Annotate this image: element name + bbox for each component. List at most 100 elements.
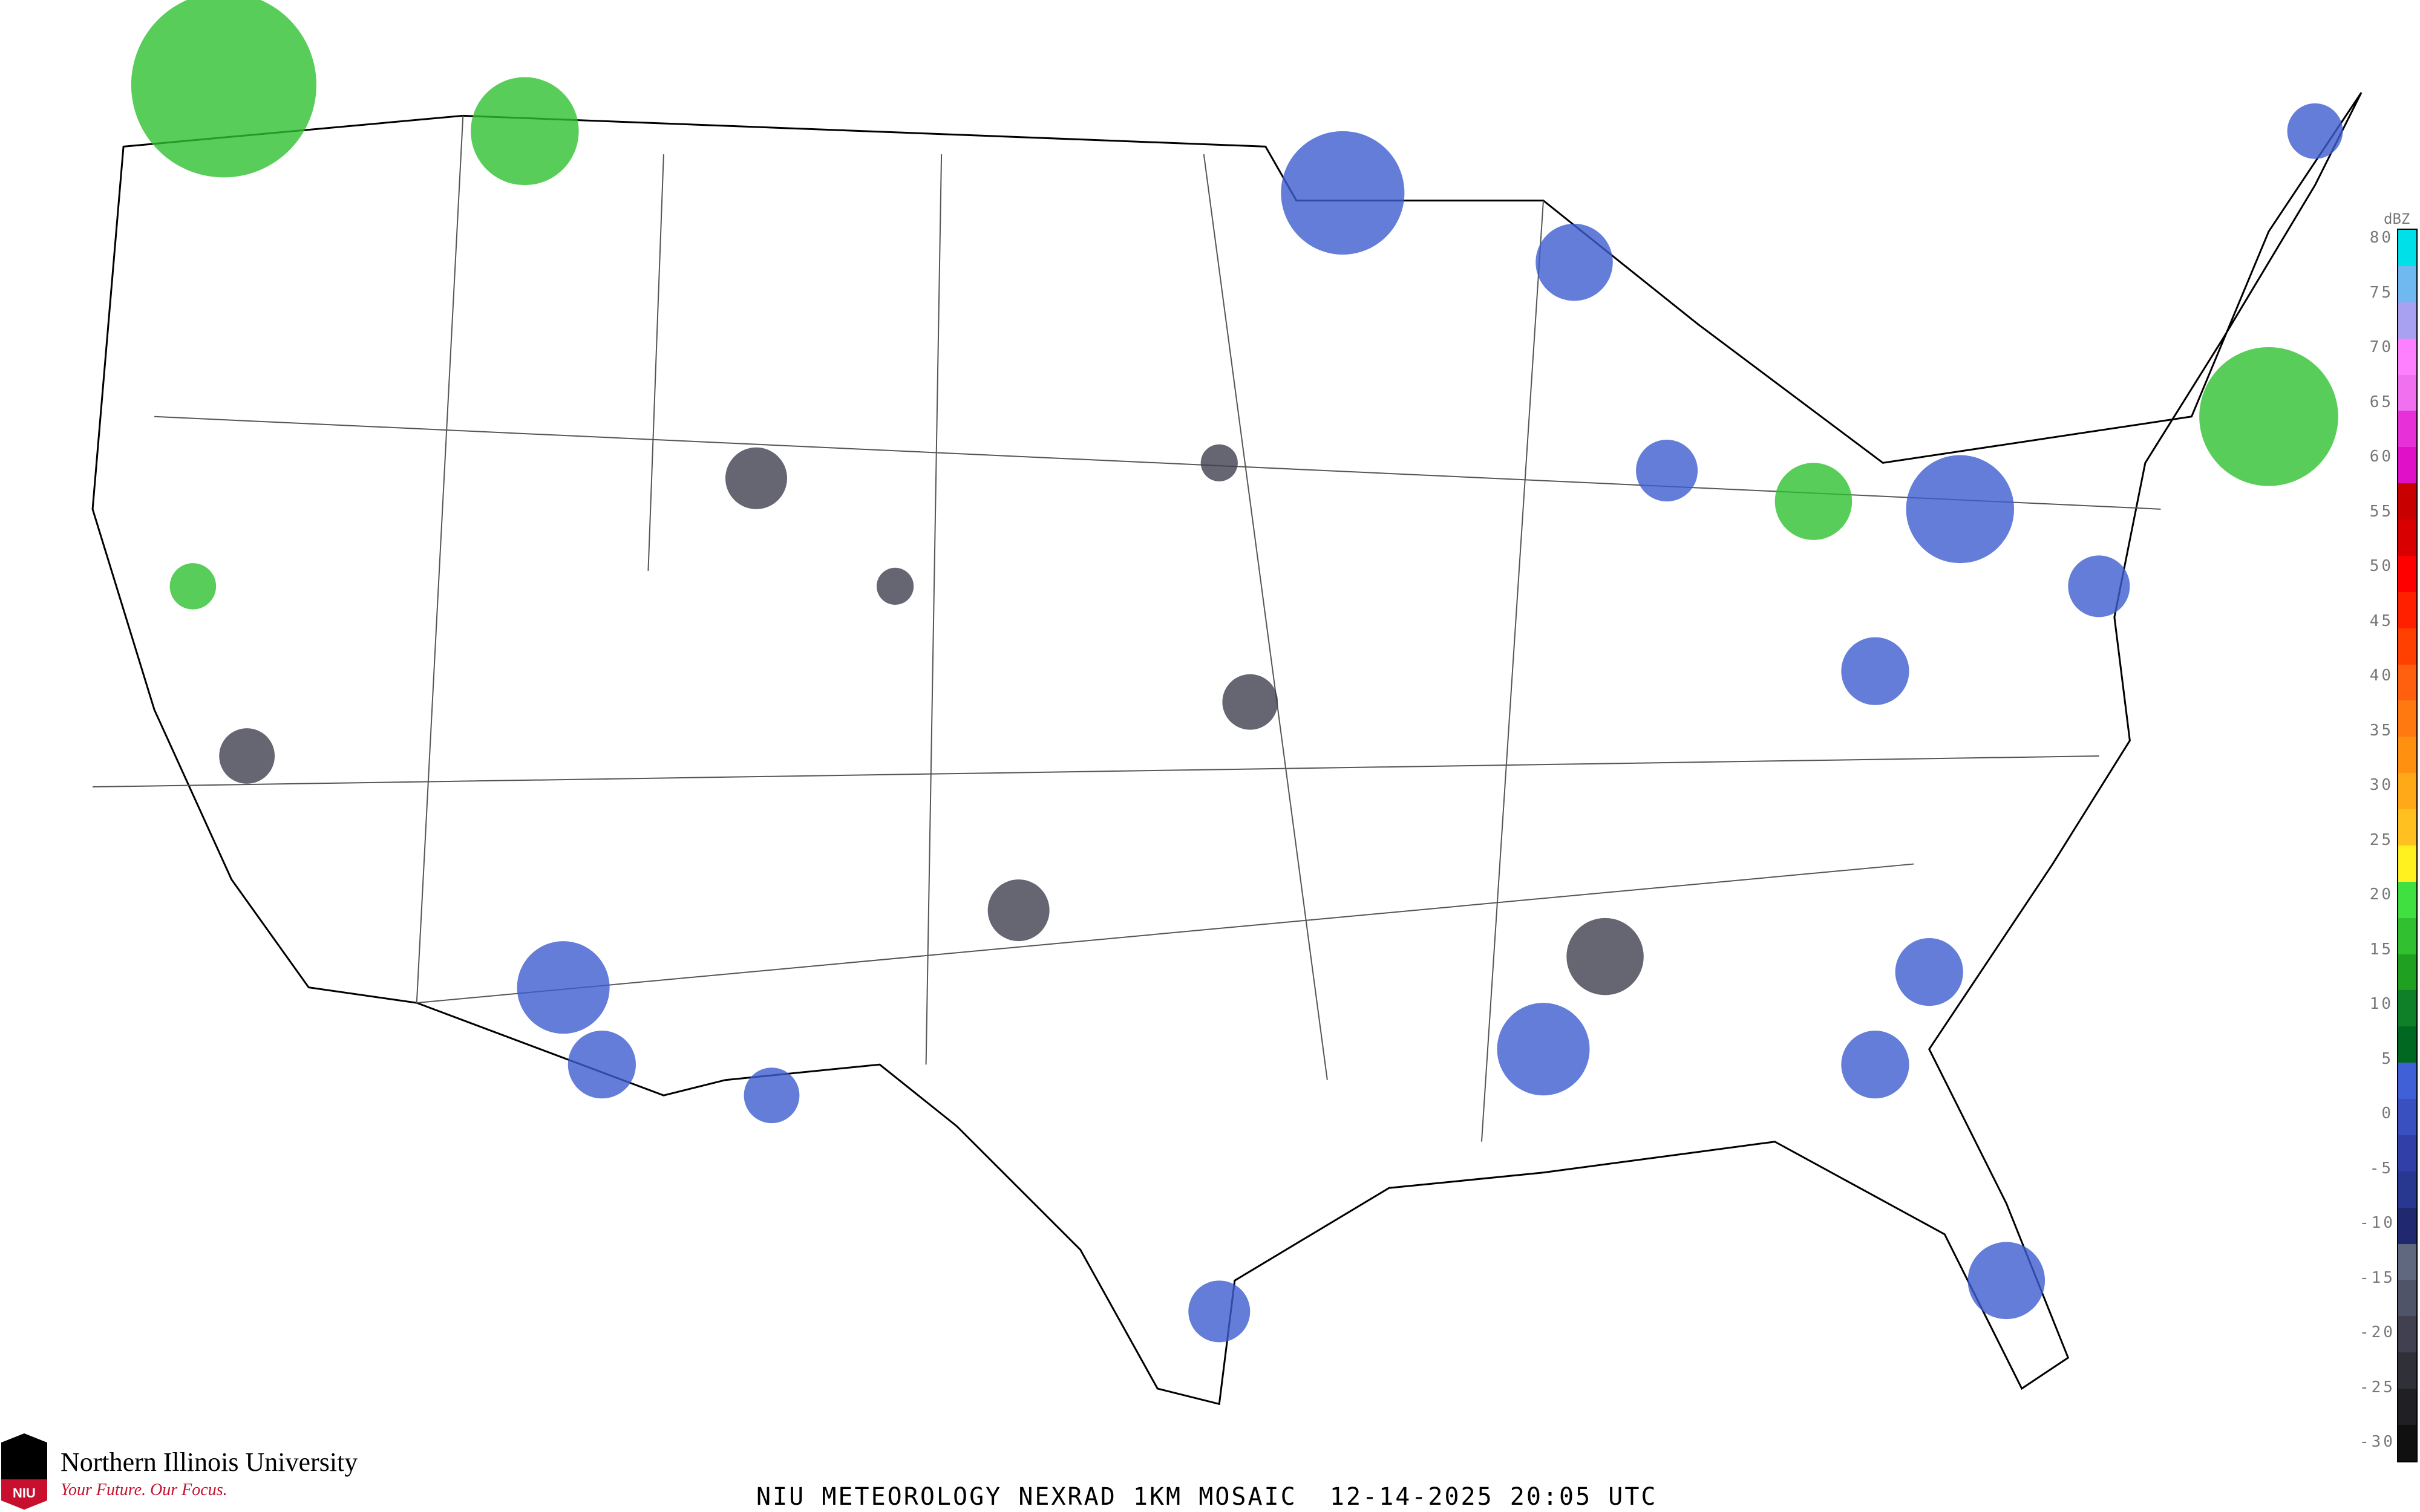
radar-echo: [1774, 463, 1853, 540]
legend-tick-label: 80: [2369, 229, 2393, 247]
colorbar-segment: [2398, 266, 2416, 302]
legend-tick-label: 40: [2369, 666, 2393, 685]
radar-echo: [131, 0, 316, 178]
radar-echo: [1188, 1280, 1251, 1343]
legend-tick-label: 50: [2369, 557, 2393, 575]
radar-echoes: [131, 0, 2343, 1343]
state-border: [925, 154, 943, 1065]
legend-tick-label: 15: [2369, 940, 2393, 959]
state-border: [1480, 200, 1544, 1142]
colorbar-segment: [2398, 1280, 2416, 1317]
colorbar-segment: [2398, 483, 2416, 520]
niu-shield-icon: NIU: [1, 1433, 47, 1510]
radar-echo: [169, 563, 217, 610]
colorbar-segment: [2398, 1099, 2416, 1135]
radar-echo: [725, 447, 788, 509]
legend-tick-label: 10: [2369, 995, 2393, 1013]
colorbar-segment: [2398, 773, 2416, 809]
radar-echo: [219, 728, 275, 784]
legend-tick-label: 45: [2369, 611, 2393, 630]
radar-echo: [517, 941, 610, 1034]
us-outline: [91, 92, 2363, 1406]
state-border: [647, 154, 664, 571]
radar-echo: [1566, 917, 1644, 996]
colorbar-segment: [2398, 954, 2416, 991]
colorbar-segment: [2398, 1389, 2416, 1425]
radar-echo: [1895, 938, 1963, 1006]
colorbar-segment: [2398, 374, 2416, 411]
radar-echo: [1636, 440, 1698, 502]
radar-echo: [744, 1067, 800, 1124]
colorbar-segment: [2398, 664, 2416, 701]
niu-logo: NIU Northern Illinois University Your Fu…: [0, 1431, 436, 1512]
colorbar-segment: [2398, 737, 2416, 774]
colorbar-segment: [2398, 1243, 2416, 1280]
legend-tick-label: 75: [2369, 283, 2393, 302]
colorbar-segment: [2398, 338, 2416, 375]
colorbar-segment: [2398, 1424, 2416, 1461]
legend-unit: dBZ: [2384, 210, 2410, 227]
radar-echo: [1222, 674, 1278, 730]
radar-echo: [1497, 1003, 1590, 1096]
colorbar-segment: [2398, 591, 2416, 628]
legend-tick-label: 60: [2369, 448, 2393, 466]
legend-tick-label: -25: [2360, 1378, 2395, 1396]
legend-tick-label: -5: [2369, 1159, 2393, 1178]
colorbar-segment: [2398, 809, 2416, 846]
colorbar-segment: [2398, 230, 2416, 266]
colorbar-segment: [2398, 302, 2416, 339]
radar-echo: [2199, 347, 2338, 486]
colorbar-segment: [2398, 555, 2416, 592]
university-tagline: Your Future. Our Focus.: [60, 1481, 227, 1499]
colorbar-segment: [2398, 628, 2416, 665]
radar-echo: [1281, 131, 1405, 255]
legend-tick-label: 25: [2369, 830, 2393, 849]
radar-echo: [1967, 1242, 2046, 1320]
colorbar-segment: [2398, 881, 2416, 918]
legend-tick-label: 0: [2381, 1104, 2393, 1123]
country-border: [91, 92, 2363, 1406]
radar-echo: [876, 567, 914, 605]
legend-tick-label: -10: [2360, 1214, 2395, 1232]
legend-tick-label: 35: [2369, 721, 2393, 740]
colorbar-segment: [2398, 990, 2416, 1027]
colorbar-segment: [2398, 917, 2416, 954]
colorbar-segment: [2398, 1063, 2416, 1099]
legend-tick-label: -20: [2360, 1323, 2395, 1341]
legend-tick-label: -15: [2360, 1268, 2395, 1287]
map-title: NIU METEOROLOGY NEXRAD 1KM MOSAIC 12-14-…: [756, 1483, 1658, 1511]
legend-tick-label: 20: [2369, 885, 2393, 904]
legend-tick-label: -30: [2360, 1433, 2395, 1451]
state-border: [416, 116, 464, 1003]
state-border: [416, 863, 1914, 1004]
colorbar-segment: [2398, 1352, 2416, 1389]
radar-echo: [2068, 555, 2130, 618]
colorbar-segment: [2398, 520, 2416, 556]
radar-echo: [987, 879, 1050, 942]
radar-echo: [2287, 103, 2343, 159]
legend-tick-label: 5: [2381, 1049, 2393, 1068]
radar-echo: [1841, 637, 1909, 705]
state-border: [1203, 154, 1328, 1080]
legend-tick-label: 70: [2369, 338, 2393, 356]
colorbar-segment: [2398, 1171, 2416, 1208]
colorbar-segment: [2398, 1316, 2416, 1353]
radar-echo: [1535, 223, 1613, 301]
colorbar-segment: [2398, 1207, 2416, 1244]
colorbar-segment: [2398, 845, 2416, 882]
colorbar-segment: [2398, 1026, 2416, 1063]
colorbar-segment: [2398, 1135, 2416, 1171]
radar-echo: [567, 1031, 636, 1099]
legend-tick-label: 30: [2369, 776, 2393, 794]
colorbar-segment: [2398, 411, 2416, 448]
colorbar-segment: [2398, 447, 2416, 484]
radar-echo: [1906, 455, 2015, 564]
university-name: Northern Illinois University: [60, 1447, 358, 1477]
radar-echo: [1200, 444, 1238, 481]
radar-echo: [471, 77, 579, 186]
reflectivity-colorbar: [2397, 229, 2418, 1462]
legend-tick-label: 65: [2369, 393, 2393, 411]
legend-tick-label: 55: [2369, 502, 2393, 521]
